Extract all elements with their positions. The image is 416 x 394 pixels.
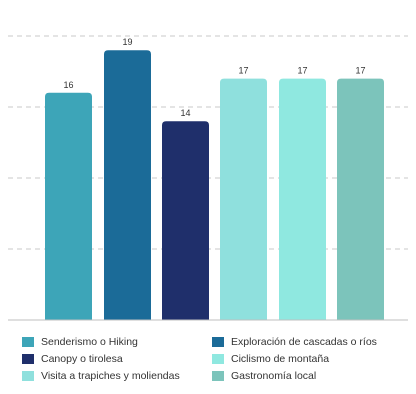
legend-label: Ciclismo de montaña <box>231 353 330 365</box>
legend-label: Canopy o tirolesa <box>41 353 123 365</box>
legend-item: Ciclismo de montaña <box>212 353 402 365</box>
legend-label: Exploración de cascadas o ríos <box>231 336 377 348</box>
data-label: 19 <box>122 37 132 47</box>
data-label: 17 <box>297 66 307 76</box>
legend-swatch <box>22 337 34 347</box>
legend-swatch <box>212 371 224 381</box>
legend-item: Senderismo o Hiking <box>22 336 212 348</box>
data-label: 16 <box>63 80 73 90</box>
data-label: 17 <box>355 66 365 76</box>
legend-swatch <box>212 354 224 364</box>
legend-item: Gastronomía local <box>212 370 402 382</box>
legend-label: Senderismo o Hiking <box>41 336 138 348</box>
bar <box>45 92 92 320</box>
legend-item: Visita a trapiches y moliendas <box>22 370 212 382</box>
legend-swatch <box>22 354 34 364</box>
legend-label: Visita a trapiches y moliendas <box>41 370 180 382</box>
bar-chart: 16 19 14 17 17 17 <box>8 35 408 321</box>
legend: Senderismo o Hiking Exploración de cascad… <box>22 336 412 382</box>
legend-item: Exploración de cascadas o ríos <box>212 336 402 348</box>
bar <box>279 78 326 320</box>
bar <box>162 121 209 320</box>
bar <box>220 78 267 320</box>
legend-swatch <box>212 337 224 347</box>
data-label: 14 <box>180 108 190 118</box>
legend-item: Canopy o tirolesa <box>22 353 212 365</box>
bar <box>104 50 151 320</box>
bar <box>337 78 384 320</box>
bars <box>45 50 384 320</box>
legend-label: Gastronomía local <box>231 370 317 382</box>
legend-swatch <box>22 371 34 381</box>
data-labels: 16 19 14 17 17 17 <box>63 37 365 118</box>
data-label: 17 <box>238 66 248 76</box>
